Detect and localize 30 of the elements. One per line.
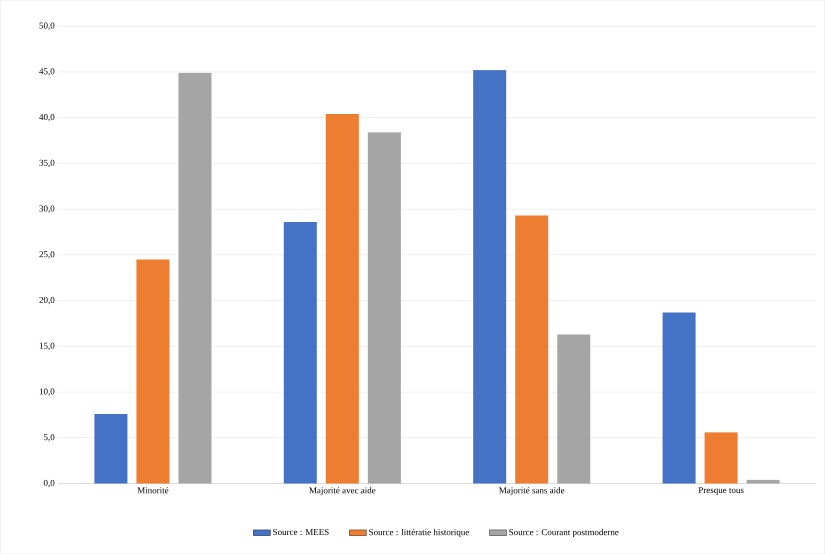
bar: [94, 414, 128, 484]
bar: [473, 70, 506, 484]
bar: [368, 132, 401, 484]
y-tick-label: 40,0: [39, 114, 54, 122]
bar: [284, 222, 317, 484]
bar: [704, 432, 738, 484]
y-tick-label: 15,0: [40, 342, 54, 350]
bar: [326, 114, 359, 484]
y-tick-label: 20,0: [39, 297, 54, 304]
x-tick-label: Majorité avec aide: [309, 487, 376, 496]
y-tick-label: 30,0: [39, 206, 54, 213]
x-tick-label: Majorité sans aide: [499, 487, 564, 496]
bar: [136, 260, 170, 484]
y-tick-label: 0,0: [44, 480, 54, 488]
y-tick-label: 50,0: [40, 22, 54, 30]
x-tick-label: Presque tous: [698, 487, 744, 495]
bar: [178, 72, 212, 484]
bar: [662, 312, 696, 484]
y-tick-label: 45,0: [39, 68, 54, 76]
legend-label: Source : MEES: [273, 529, 329, 536]
x-tick-label: Minorité: [138, 487, 168, 494]
legend-label: Source : Courant postmoderne: [509, 528, 619, 538]
legend-label: Source : littératie historique: [369, 528, 469, 538]
bar: [515, 216, 548, 484]
y-tick-label: 25,0: [39, 251, 54, 259]
bar: [557, 334, 590, 484]
bar: [746, 480, 780, 484]
y-tick-label: 5,0: [44, 434, 54, 442]
y-tick-label: 35,0: [39, 160, 54, 168]
y-tick-label: 10,0: [40, 388, 54, 396]
